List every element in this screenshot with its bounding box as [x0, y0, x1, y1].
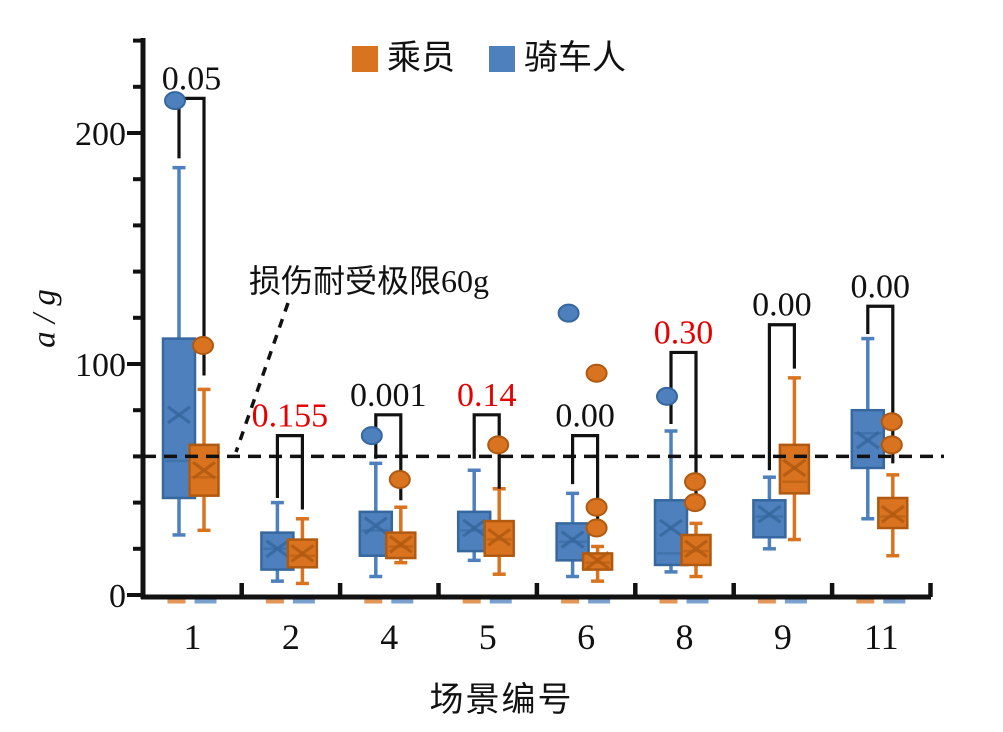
cyclist-mean-marker — [167, 405, 191, 425]
x-tick-label: 8 — [676, 617, 694, 657]
p-value-label: 0.00 — [752, 287, 812, 324]
significance-bracket — [866, 304, 895, 464]
passenger-axis-dash — [856, 599, 875, 604]
x-tick-label: 5 — [479, 617, 497, 657]
passenger-box — [286, 538, 319, 569]
legend: 乘员 骑车人 — [352, 42, 626, 76]
cyclist-outlier-dot — [360, 426, 383, 446]
x-tick-label: 2 — [282, 617, 300, 657]
x-tick-label: 1 — [184, 617, 202, 657]
passenger-mean-marker — [487, 527, 512, 547]
legend-item-cyclist: 骑车人 — [489, 42, 626, 76]
x-axis-title: 场景编号 — [429, 682, 574, 719]
cyclist-box — [161, 337, 197, 500]
cyclist-mean-marker — [560, 530, 585, 549]
cyclist-outlier-dot — [164, 91, 186, 111]
boxgroup-2 — [260, 500, 319, 586]
p-value-label: 0.001 — [350, 377, 427, 414]
p-value-label: 0.14 — [457, 377, 517, 414]
cyclist-box — [850, 408, 886, 470]
passenger-mean-marker — [192, 460, 216, 480]
boxgroup-11 — [850, 336, 909, 558]
y-tick-label: 200 — [75, 116, 126, 153]
outlier-layer — [164, 91, 903, 538]
boxgroup-9 — [752, 376, 811, 551]
significance-bracket — [275, 434, 304, 510]
p-value-label: 0.155 — [252, 398, 329, 435]
boxgroup-8 — [653, 429, 712, 579]
cyclist-mean-marker — [659, 518, 683, 538]
legend-label-passenger: 乘员 — [387, 40, 455, 77]
p-value-label: 0.00 — [555, 398, 615, 435]
passenger-mean-marker — [585, 551, 610, 570]
passenger-outlier-dot — [585, 497, 608, 517]
x-tick-label: 9 — [774, 617, 792, 657]
passenger-outlier-dot — [487, 435, 510, 455]
passenger-mean-marker — [782, 458, 807, 478]
y-tick-label: 100 — [75, 347, 126, 384]
cyclist-box — [752, 499, 787, 539]
passenger-outlier-dot — [388, 470, 411, 489]
box-layer — [161, 165, 909, 586]
cyclist-outlier-dot — [656, 386, 678, 406]
cyclist-mean-marker — [757, 504, 782, 524]
cyclist-mean-marker — [855, 430, 880, 450]
p-value-label: 0.05 — [162, 60, 222, 97]
cyclist-axis-dash — [194, 599, 217, 604]
legend-item-passenger: 乘员 — [352, 42, 455, 76]
cyclist-mean-marker — [363, 516, 388, 535]
passenger-outlier-dot — [684, 472, 706, 492]
passenger-outlier-dot — [585, 363, 608, 383]
passenger-axis-dash — [561, 599, 580, 604]
passenger-outlier-dot — [684, 493, 706, 513]
passenger-mean-marker — [290, 544, 315, 563]
passenger-swatch-icon — [352, 46, 378, 72]
x-tick-label: 11 — [864, 617, 899, 657]
passenger-outlier-dot — [585, 518, 608, 538]
cyclist-axis-dash — [784, 599, 807, 604]
passenger-outlier-dot — [880, 435, 903, 455]
passenger-axis-dash — [462, 599, 481, 604]
cyclist-axis-dash — [883, 599, 906, 604]
cyclist-axis-dash — [391, 599, 414, 604]
x-tick-label: 4 — [380, 617, 398, 657]
significance-bracket — [571, 434, 600, 531]
boxgroup-1 — [161, 165, 220, 537]
passenger-outlier-dot — [192, 336, 214, 356]
y-tick-label: 0 — [109, 578, 126, 615]
cyclist-swatch-icon — [489, 46, 515, 72]
legend-label-cyclist: 骑车人 — [524, 40, 626, 77]
cyclist-axis-dash — [588, 599, 611, 604]
bracket-layer: 0.05 0.155 0.001 0.14 0.00 0.30 0.00 0.00 — [162, 60, 911, 531]
passenger-outlier-dot — [880, 412, 903, 432]
boxgroup-4 — [358, 461, 417, 579]
passenger-axis-dash — [757, 599, 776, 604]
significance-bracket — [177, 96, 206, 376]
passenger-mean-marker — [388, 534, 413, 554]
p-value-label: 0.00 — [851, 268, 911, 305]
passenger-axis-dash — [364, 599, 383, 604]
cyclist-axis-dash — [686, 599, 709, 604]
cyclist-mean-marker — [462, 518, 487, 538]
boxgroup-5 — [456, 468, 515, 576]
passenger-axis-dash — [659, 599, 678, 604]
passenger-axis-dash — [167, 599, 186, 604]
reference-line-label: 损伤耐受极限60g — [249, 263, 490, 299]
passenger-mean-marker — [684, 539, 708, 559]
cyclist-outlier-dot — [557, 303, 580, 323]
p-value-label: 0.30 — [654, 314, 714, 351]
y-axis-title: a / g — [26, 289, 63, 348]
boxgroup-6 — [555, 491, 614, 583]
cyclist-mean-marker — [265, 539, 290, 559]
passenger-axis-dash — [265, 599, 284, 604]
cyclist-axis-dash — [489, 599, 512, 604]
x-tick-label: 6 — [577, 617, 595, 657]
cyclist-axis-dash — [292, 599, 315, 604]
passenger-mean-marker — [880, 504, 905, 524]
significance-bracket — [767, 323, 796, 471]
